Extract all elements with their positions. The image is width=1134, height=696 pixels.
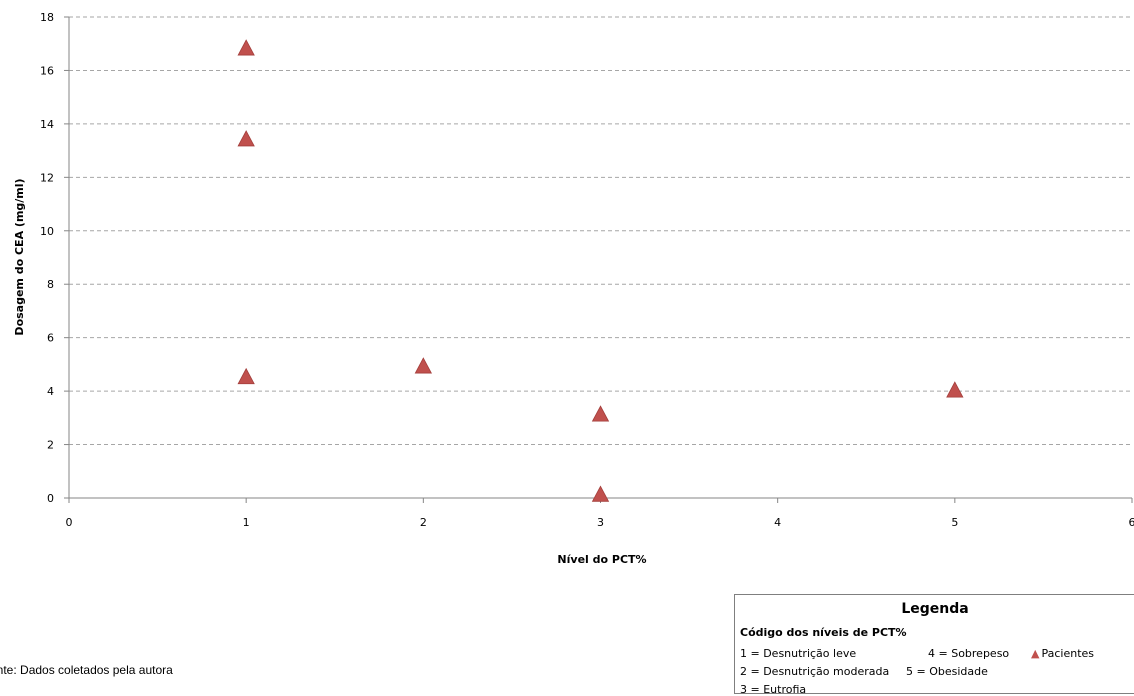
data-point-triangle [947,382,963,397]
x-tick-label: 0 [66,516,73,529]
legend-subtitle: Código dos níveis de PCT% [740,626,907,639]
x-tick-label: 2 [420,516,427,529]
x-tick-label: 4 [774,516,781,529]
y-tick-label: 14 [40,118,54,131]
axes [64,17,1132,503]
data-point-triangle [238,369,254,384]
data-point-triangle [593,486,609,501]
legend-series-key: ▲Pacientes [1031,647,1094,660]
y-tick-label: 10 [40,225,54,238]
legend-box: Legenda Código dos níveis de PCT% 1 = De… [734,594,1134,694]
data-points [238,40,963,501]
y-tick-label: 16 [40,64,54,77]
y-tick-label: 8 [47,278,54,291]
legend-series-label: Pacientes [1041,647,1094,660]
y-tick-label: 18 [40,11,54,24]
x-axis-title: Nível do PCT% [557,553,646,566]
data-point-triangle [415,358,431,373]
legend-title: Legenda [735,601,1134,617]
source-note: onte: Dados coletados pela autora [0,663,173,677]
legend-code-1: 1 = Desnutrição leve [740,647,856,660]
y-tick-label: 2 [47,439,54,452]
legend-code-5: 5 = Obesidade [906,665,988,678]
data-point-triangle [238,131,254,146]
y-axis-title: Dosagem do CEA (mg/ml) [13,178,26,335]
x-tick-label: 1 [243,516,250,529]
data-point-triangle [593,406,609,421]
legend-code-2: 2 = Desnutrição moderada [740,665,889,678]
legend-code-3: 3 = Eutrofia [740,683,806,696]
gridlines [69,17,1132,445]
triangle-marker-icon: ▲ [1031,647,1039,660]
x-tick-label: 5 [951,516,958,529]
x-tick-labels: 0 1 2 3 4 5 6 [66,516,1134,529]
data-point-triangle [238,40,254,55]
y-tick-label: 12 [40,171,54,184]
legend-code-4: 4 = Sobrepeso [928,647,1009,660]
y-tick-labels: 0 2 4 6 8 10 12 14 16 18 [40,11,54,505]
y-tick-label: 4 [47,385,54,398]
y-tick-label: 0 [47,492,54,505]
y-tick-label: 6 [47,332,54,345]
x-tick-label: 6 [1129,516,1134,529]
x-tick-label: 3 [597,516,604,529]
